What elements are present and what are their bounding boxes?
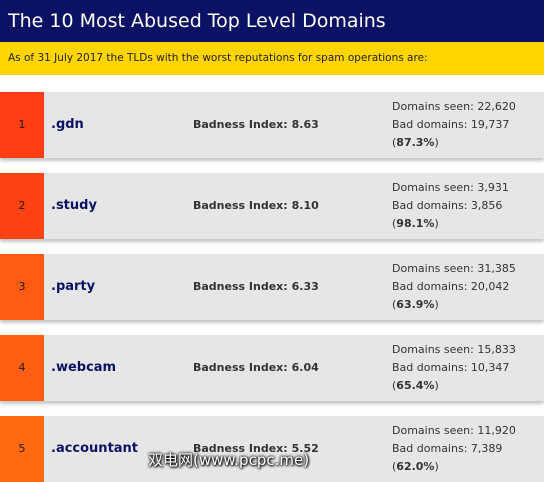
- bad-domains-label: Bad domains:: [392, 280, 468, 293]
- domains-seen-value: 22,620: [477, 100, 516, 113]
- badness-value: 6.33: [291, 280, 319, 293]
- bad-percent: (87.3%): [392, 136, 439, 149]
- domains-seen-label: Domains seen:: [392, 424, 474, 437]
- rank-badge: 4: [0, 335, 44, 401]
- domains-seen: Domains seen: 11,920: [392, 422, 542, 440]
- badness-value: 8.63: [291, 118, 319, 131]
- domains-seen-label: Domains seen:: [392, 343, 474, 356]
- bad-domains-value: 3,856: [470, 199, 503, 212]
- badness-label: Badness Index:: [193, 280, 288, 293]
- bad-domains: Bad domains: 19,737: [392, 116, 542, 134]
- badness-index: Badness Index: 5.52: [193, 416, 319, 482]
- bad-percent-value: 65.4%: [396, 379, 435, 392]
- domain-stats: Domains seen: 31,385 Bad domains: 20,042…: [392, 260, 542, 314]
- page-subtitle: As of 31 July 2017 the TLDs with the wor…: [0, 42, 544, 75]
- domains-seen-value: 3,931: [477, 181, 509, 194]
- domains-seen: Domains seen: 3,931: [392, 179, 542, 197]
- domains-seen: Domains seen: 31,385: [392, 260, 542, 278]
- domains-seen-label: Domains seen:: [392, 262, 474, 275]
- tld-row: 1 .gdn Badness Index: 8.63 Domains seen: …: [0, 92, 544, 158]
- badness-index: Badness Index: 6.33: [193, 254, 319, 320]
- tld-name: .accountant: [51, 441, 139, 456]
- rank-badge: 1: [0, 92, 44, 158]
- tld-name: .study: [51, 198, 97, 213]
- tld-name: .webcam: [51, 360, 117, 375]
- bad-percent-value: 87.3%: [396, 136, 435, 149]
- bad-percent: (62.0%): [392, 460, 439, 473]
- bad-domains-value: 10,347: [470, 361, 510, 374]
- domain-stats: Domains seen: 11,920 Bad domains: 7,389 …: [392, 422, 542, 476]
- bad-domains: Bad domains: 10,347: [392, 359, 542, 377]
- bad-percent-value: 62.0%: [396, 460, 435, 473]
- bad-percent: (63.9%): [392, 298, 439, 311]
- domain-stats: Domains seen: 15,833 Bad domains: 10,347…: [392, 341, 542, 395]
- badness-index: Badness Index: 8.63: [193, 92, 319, 158]
- bad-domains-value: 7,389: [470, 442, 503, 455]
- page-title: The 10 Most Abused Top Level Domains: [0, 0, 544, 42]
- bad-domains-label: Bad domains:: [392, 442, 468, 455]
- bad-domains: Bad domains: 20,042: [392, 278, 542, 296]
- bad-domains: Bad domains: 7,389: [392, 440, 542, 458]
- domains-seen-value: 11,920: [477, 424, 516, 437]
- bad-domains-label: Bad domains:: [392, 361, 468, 374]
- rank-badge: 2: [0, 173, 44, 239]
- badness-label: Badness Index:: [193, 442, 288, 455]
- rank-badge: 3: [0, 254, 44, 320]
- bad-percent: (98.1%): [392, 217, 439, 230]
- tld-row: 3 .party Badness Index: 6.33 Domains seen…: [0, 254, 544, 320]
- domains-seen-value: 31,385: [477, 262, 516, 275]
- domains-seen-value: 15,833: [477, 343, 516, 356]
- bad-percent: (65.4%): [392, 379, 439, 392]
- badness-value: 5.52: [291, 442, 319, 455]
- rank-badge: 5: [0, 416, 44, 482]
- bad-domains: Bad domains: 3,856: [392, 197, 542, 215]
- domain-stats: Domains seen: 22,620 Bad domains: 19,737…: [392, 98, 542, 152]
- badness-value: 8.10: [291, 199, 319, 212]
- badness-label: Badness Index:: [193, 118, 288, 131]
- badness-index: Badness Index: 6.04: [193, 335, 319, 401]
- badness-value: 6.04: [291, 361, 319, 374]
- badness-label: Badness Index:: [193, 361, 288, 374]
- bad-domains-label: Bad domains:: [392, 118, 468, 131]
- badness-index: Badness Index: 8.10: [193, 173, 319, 239]
- tld-row: 2 .study Badness Index: 8.10 Domains seen…: [0, 173, 544, 239]
- tld-name: .party: [51, 279, 96, 294]
- bad-domains-label: Bad domains:: [392, 199, 468, 212]
- watermark: 双电网(www.pcpc.me): [148, 451, 310, 469]
- bad-domains-value: 19,737: [470, 118, 510, 131]
- domains-seen-label: Domains seen:: [392, 181, 474, 194]
- domains-seen-label: Domains seen:: [392, 100, 474, 113]
- tld-row: 5 .accountant Badness Index: 5.52 Domains…: [0, 416, 544, 482]
- badness-label: Badness Index:: [193, 199, 288, 212]
- bad-percent-value: 98.1%: [396, 217, 435, 230]
- tld-row: 4 .webcam Badness Index: 6.04 Domains see…: [0, 335, 544, 401]
- domain-stats: Domains seen: 3,931 Bad domains: 3,856 (…: [392, 179, 542, 233]
- tld-name: .gdn: [51, 117, 84, 132]
- domains-seen: Domains seen: 15,833: [392, 341, 542, 359]
- bad-domains-value: 20,042: [470, 280, 510, 293]
- domains-seen: Domains seen: 22,620: [392, 98, 542, 116]
- bad-percent-value: 63.9%: [396, 298, 435, 311]
